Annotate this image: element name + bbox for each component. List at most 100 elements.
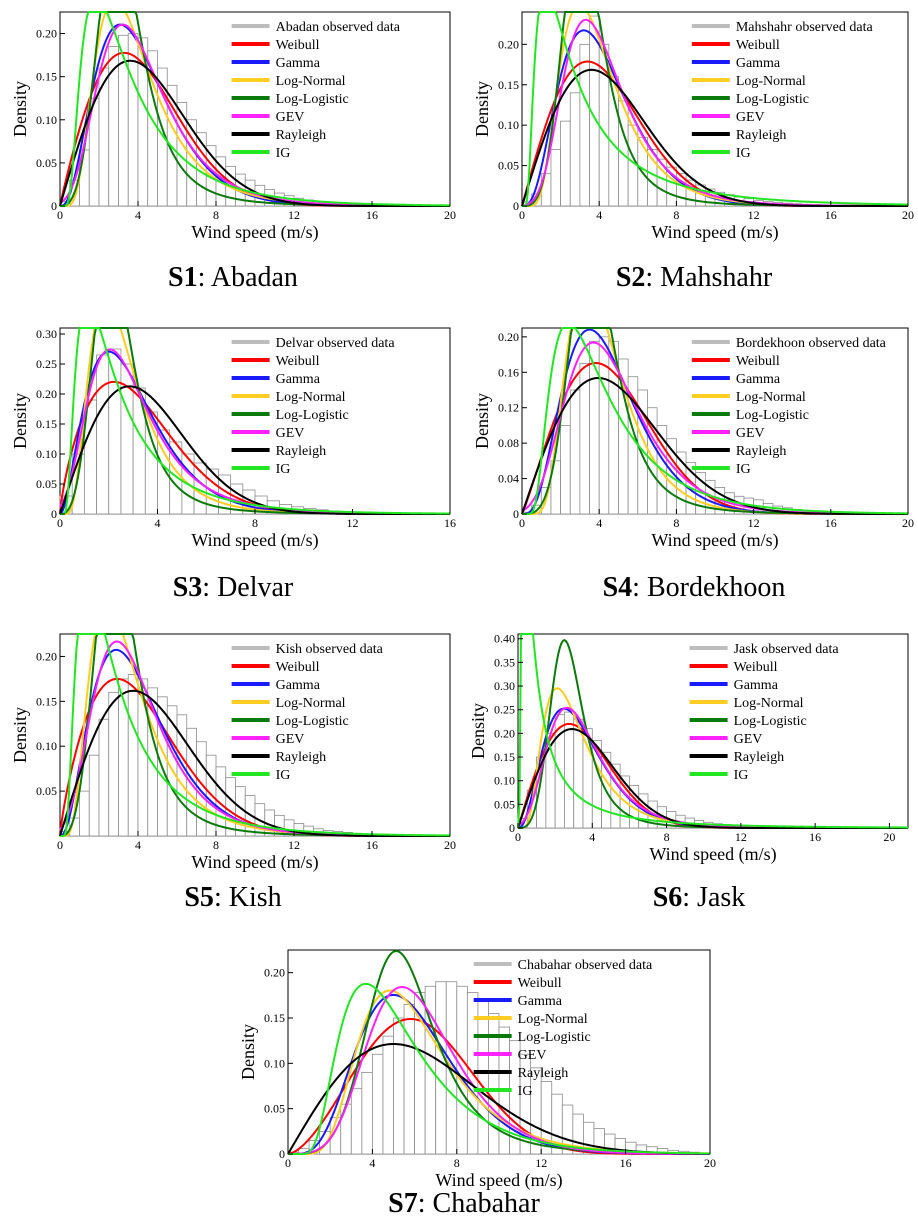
y-tick-label: 0.35 [494,655,515,669]
legend-label: Log-Logistic [736,92,809,107]
observed-bar [477,1001,489,1155]
legend-label: Gamma [734,678,779,693]
y-tick-label: 0 [509,821,515,835]
x-tick-label: 16 [366,838,378,852]
caption-s4: S4: Bordekhoon [554,572,834,604]
observed-bar [569,92,581,207]
legend-label: Log-Normal [518,1012,588,1027]
observed-bar [108,348,122,515]
observed-bar [88,754,100,837]
x-tick-label: 8 [673,208,679,222]
chart-panel-s4: 0 4 8 12 16 20 0 0.04 0.08 0.12 0.16 0.20 Wind speed… [470,318,914,551]
x-tick-label: 12 [288,208,300,222]
legend-label: Rayleigh [276,128,327,143]
x-tick-label: 0 [57,516,63,530]
legend-label: Chabahar observed data [518,958,653,973]
y-tick-label: 0.15 [36,694,57,708]
x-tick-label: 20 [704,1156,716,1170]
x-tick-label: 0 [519,516,525,530]
y-tick-label: 0.10 [36,447,57,461]
y-tick-label: 0.15 [498,78,519,92]
y-tick-label: 0.05 [36,156,57,170]
legend-label: Jask observed data [734,642,840,657]
caption-s5-name: : Kish [213,882,282,913]
legend-label: IG [276,146,291,161]
y-tick-label: 0 [51,507,57,521]
legend-label: Weibull [736,354,780,369]
chart-s1: 0 4 8 12 16 20 0 0.05 0.10 0.15 0.20 Wind speed (m/… [10,11,456,243]
legend-label: Rayleigh [276,444,327,459]
legend-label: GEV [736,426,765,441]
chart-s7: 0 4 8 12 16 20 0 0.05 0.10 0.15 0.20 Wind speed (m/… [238,949,716,1191]
y-tick-label: 0.10 [36,739,57,753]
legend-label: Log-Normal [736,390,806,405]
fit-curve-ig [522,11,909,207]
legend-label: Gamma [518,994,563,1009]
chart-panel-s6: 0 4 8 12 16 20 0 0.05 0.10 0.15 0.20 0.25 0.30 0.35 0.… [466,624,914,865]
observed-bar [361,1071,373,1155]
x-tick-label: 20 [902,516,914,530]
caption-s5-id: S5 [184,882,214,913]
legend-label: GEV [276,110,305,125]
x-axis-label: Wind speed (m/s) [651,530,778,551]
y-tick-label: 0.10 [494,774,515,788]
observed-bar [350,1088,363,1155]
y-tick-label: 0.15 [494,750,515,764]
legend-label: Rayleigh [736,444,787,459]
observed-bar [403,1004,416,1155]
x-tick-label: 8 [252,516,258,530]
fit-curve-ig [60,327,451,515]
chart-panel-s7: 0 4 8 12 16 20 0 0.05 0.10 0.15 0.20 Wind speed (m/… [236,940,716,1191]
legend-label: Weibull [518,976,562,991]
fit-curve-ig [522,327,909,515]
y-tick-label: 0 [279,1147,285,1161]
chart-s3: 0 4 8 12 16 0 0.05 0.10 0.15 0.20 0.25 0.30 Wind spe… [10,327,456,551]
legend-label: Log-Logistic [276,714,349,729]
legend-label: Weibull [276,354,320,369]
x-tick-label: 4 [589,830,595,844]
caption-s1-id: S1 [168,262,198,293]
chart-s4: 0 4 8 12 16 20 0 0.04 0.08 0.12 0.16 0.20 Wind speed… [472,327,914,551]
y-tick-label: 0.10 [498,118,519,132]
observed-bar [393,1017,405,1155]
y-axis-label: Density [10,707,30,763]
x-tick-label: 4 [135,838,141,852]
legend-label: Log-Logistic [736,408,809,423]
caption-s7-name: : Chabahar [417,1188,540,1219]
legend-label: Log-Logistic [518,1030,591,1045]
y-tick-label: 0.10 [36,113,57,127]
x-tick-label: 0 [515,830,521,844]
x-axis-label: Wind speed (m/s) [651,222,778,243]
legend-label: Gamma [736,372,781,387]
legend-label: Log-Normal [276,74,346,89]
legend-label: Rayleigh [734,750,785,765]
observed-bar [371,1053,384,1155]
y-tick-label: 0.15 [36,417,57,431]
observed-bar [560,425,571,515]
caption-s3: S3: Delvar [108,572,358,604]
legend-label: Kish observed data [276,642,384,657]
caption-s4-name: : Bordekhoon [632,572,786,603]
fit-curve-ig [288,982,711,1155]
x-axis-label: Wind speed (m/s) [191,222,318,243]
caption-s3-name: : Delvar [202,572,294,603]
y-axis-label: Density [238,1024,258,1080]
y-tick-label: 0.16 [498,365,519,379]
x-tick-label: 4 [596,208,602,222]
legend-label: Abadan observed data [276,20,401,35]
y-axis-label: Density [10,81,30,137]
legend-label: Rayleigh [276,750,327,765]
fit-curve-rayleigh [59,689,450,837]
legend-label: Delvar observed data [276,336,396,351]
y-tick-label: 0.20 [494,726,515,740]
observed-bar [127,674,139,837]
y-tick-label: 0.05 [494,797,515,811]
caption-s2: S2: Mahshahr [564,262,824,294]
caption-s6-name: : Jask [682,882,746,913]
x-tick-label: 0 [57,208,63,222]
legend-label: GEV [734,732,763,747]
x-tick-label: 20 [444,208,456,222]
x-tick-label: 12 [535,1156,547,1170]
y-tick-label: 0.20 [264,966,285,980]
observed-bar [108,691,119,837]
